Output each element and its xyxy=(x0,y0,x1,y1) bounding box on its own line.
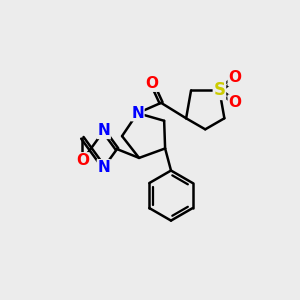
Text: O: O xyxy=(228,70,241,86)
Text: N: N xyxy=(98,160,110,175)
Text: O: O xyxy=(228,95,241,110)
Text: S: S xyxy=(213,81,225,99)
Text: N: N xyxy=(131,106,144,121)
Text: O: O xyxy=(146,76,159,91)
Text: N: N xyxy=(98,123,110,138)
Text: O: O xyxy=(76,153,89,168)
